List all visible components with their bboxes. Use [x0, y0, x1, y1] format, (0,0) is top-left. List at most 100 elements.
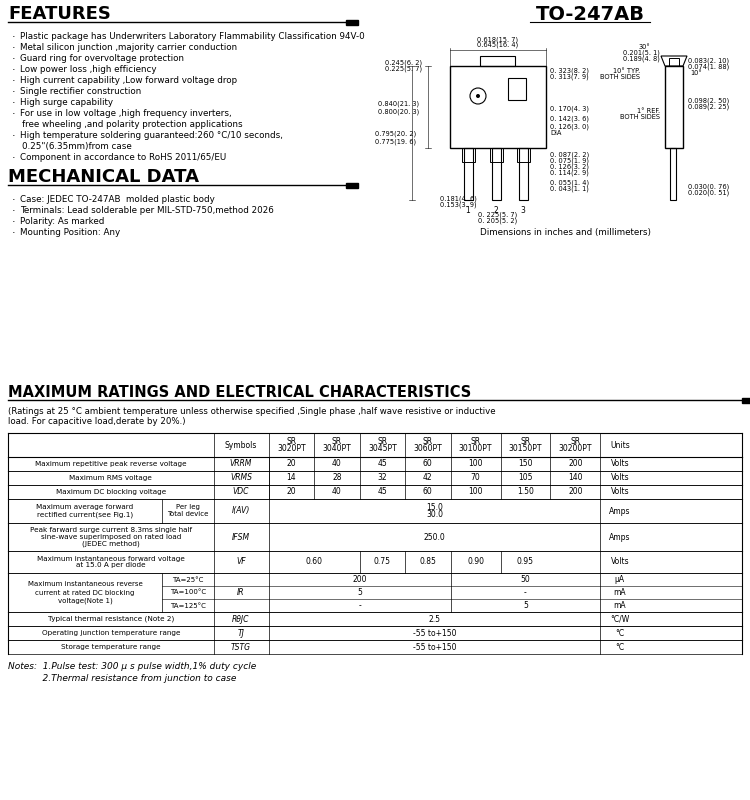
Text: 0. 126(3. 2): 0. 126(3. 2): [550, 164, 589, 170]
Text: 40: 40: [332, 487, 342, 497]
Text: 30150PT: 30150PT: [509, 444, 542, 453]
Text: current at rated DC blocking: current at rated DC blocking: [35, 590, 135, 595]
Text: Maximum instantaneous reverse: Maximum instantaneous reverse: [28, 582, 142, 587]
Text: TJ: TJ: [238, 629, 244, 638]
Text: 60: 60: [423, 487, 433, 497]
Text: 0.089(2. 25): 0.089(2. 25): [688, 104, 729, 110]
Text: TA=25°C: TA=25°C: [172, 577, 203, 582]
Text: 0.60: 0.60: [305, 558, 322, 566]
Text: 40: 40: [332, 459, 342, 469]
Text: High temperature soldering guaranteed:260 °C/10 seconds,: High temperature soldering guaranteed:26…: [20, 131, 283, 140]
Text: Volts: Volts: [610, 459, 629, 469]
Bar: [450, 66, 546, 148]
Text: Volts: Volts: [610, 474, 629, 482]
Bar: [508, 78, 526, 100]
Text: 42: 42: [423, 474, 433, 482]
Text: Operating junction temperature range: Operating junction temperature range: [41, 630, 180, 636]
Text: Maximum repetitive peak reverse voltage: Maximum repetitive peak reverse voltage: [35, 461, 187, 467]
Text: High current capability ,Low forward voltage drop: High current capability ,Low forward vol…: [20, 76, 237, 85]
Text: ·: ·: [12, 131, 16, 141]
Text: 0.800(20. 3): 0.800(20. 3): [378, 109, 419, 115]
Text: Dimensions in inches and (millimeters): Dimensions in inches and (millimeters): [479, 228, 650, 237]
Text: 0. 055(1. 4): 0. 055(1. 4): [550, 180, 590, 186]
Text: 0. 126(3. 0): 0. 126(3. 0): [550, 123, 589, 130]
Text: Volts: Volts: [610, 487, 629, 497]
Text: μA: μA: [615, 575, 625, 584]
Text: -: -: [524, 588, 526, 597]
Text: (Ratings at 25 °C ambient temperature unless otherwise specified ,Single phase ,: (Ratings at 25 °C ambient temperature un…: [8, 407, 496, 426]
Text: 30200PT: 30200PT: [559, 444, 592, 453]
Text: TO-247AB: TO-247AB: [536, 5, 644, 24]
Text: Typical thermal resistance (Note 2): Typical thermal resistance (Note 2): [48, 616, 174, 622]
Bar: [346, 20, 358, 25]
Text: 0.153(3. 9): 0.153(3. 9): [440, 202, 477, 209]
Text: Units: Units: [610, 441, 630, 450]
Text: I(AV): I(AV): [232, 506, 251, 515]
Text: Maximum RMS voltage: Maximum RMS voltage: [69, 475, 152, 481]
Text: MECHANICAL DATA: MECHANICAL DATA: [8, 168, 199, 186]
Bar: [670, 148, 676, 200]
Text: 0.030(0. 76): 0.030(0. 76): [688, 184, 729, 190]
Text: 10° TYP.: 10° TYP.: [613, 68, 640, 74]
Text: VDC: VDC: [232, 487, 249, 497]
Bar: [742, 398, 750, 403]
Text: 0. 087(2. 2): 0. 087(2. 2): [550, 151, 590, 158]
Text: Total device: Total device: [167, 511, 208, 518]
Text: (JEDEC method): (JEDEC method): [82, 541, 140, 547]
Text: 0.181(4. 6): 0.181(4. 6): [440, 196, 477, 202]
Text: 2: 2: [494, 206, 498, 215]
Text: DIA: DIA: [550, 130, 561, 136]
Text: sine-wave superimposed on rated load: sine-wave superimposed on rated load: [40, 534, 181, 540]
Text: Metal silicon junction ,majority carrier conduction: Metal silicon junction ,majority carrier…: [20, 43, 237, 52]
Bar: [480, 56, 515, 66]
Text: Per leg: Per leg: [176, 505, 200, 510]
Bar: [665, 66, 683, 148]
Text: 2.5: 2.5: [428, 614, 440, 623]
Text: 0. 114(2. 9): 0. 114(2. 9): [550, 170, 589, 177]
Text: free wheeling ,and polarity protection applications: free wheeling ,and polarity protection a…: [22, 120, 243, 129]
Text: 5: 5: [523, 601, 528, 610]
Text: 3: 3: [520, 206, 526, 215]
Text: -: -: [358, 601, 361, 610]
Text: 0. 043(1. 1): 0. 043(1. 1): [550, 186, 589, 193]
Bar: [464, 148, 473, 200]
Text: VRMS: VRMS: [230, 474, 252, 482]
Text: 0.85: 0.85: [419, 558, 436, 566]
Text: Amps: Amps: [609, 533, 631, 542]
Text: 0.245(6. 2): 0.245(6. 2): [385, 59, 422, 66]
Text: Maximum average forward: Maximum average forward: [37, 505, 134, 510]
Text: 28: 28: [332, 474, 341, 482]
Text: Amps: Amps: [609, 506, 631, 515]
Text: TSTG: TSTG: [231, 642, 251, 651]
Text: Volts: Volts: [610, 558, 629, 566]
Text: 250.0: 250.0: [424, 533, 445, 542]
Text: 45: 45: [377, 487, 387, 497]
Text: ·: ·: [12, 54, 16, 64]
Text: Maximum DC blocking voltage: Maximum DC blocking voltage: [56, 489, 166, 495]
Text: 0.225(5. 7): 0.225(5. 7): [385, 65, 422, 71]
Text: BOTH SIDES: BOTH SIDES: [620, 114, 660, 120]
Text: 30.0: 30.0: [426, 510, 443, 519]
Text: 45: 45: [377, 459, 387, 469]
Text: ·: ·: [12, 65, 16, 75]
Text: ·: ·: [12, 206, 16, 216]
Text: SR: SR: [377, 437, 388, 446]
Text: 0.25"(6.35mm)from case: 0.25"(6.35mm)from case: [22, 142, 132, 151]
Text: 0.083(2. 10): 0.083(2. 10): [688, 58, 729, 65]
Text: 100: 100: [468, 459, 483, 469]
Text: SR: SR: [570, 437, 580, 446]
Text: Low power loss ,high efficiency: Low power loss ,high efficiency: [20, 65, 157, 74]
Text: BOTH SIDES: BOTH SIDES: [600, 74, 640, 80]
Text: For use in low voltage ,high frequency inverters,: For use in low voltage ,high frequency i…: [20, 109, 232, 118]
Text: SR: SR: [423, 437, 433, 446]
Text: 0.189(4. 8): 0.189(4. 8): [623, 55, 660, 62]
Text: VF: VF: [236, 558, 246, 566]
Text: 0. 205(5. 2): 0. 205(5. 2): [478, 218, 518, 225]
Text: 3020PT: 3020PT: [277, 444, 306, 453]
Text: IR: IR: [237, 588, 244, 597]
Text: 0. 142(3. 6): 0. 142(3. 6): [550, 116, 589, 122]
Text: 0.840(21. 3): 0.840(21. 3): [378, 101, 419, 107]
Text: Polarity: As marked: Polarity: As marked: [20, 217, 104, 226]
Text: 3060PT: 3060PT: [413, 444, 442, 453]
Text: SR: SR: [286, 437, 296, 446]
